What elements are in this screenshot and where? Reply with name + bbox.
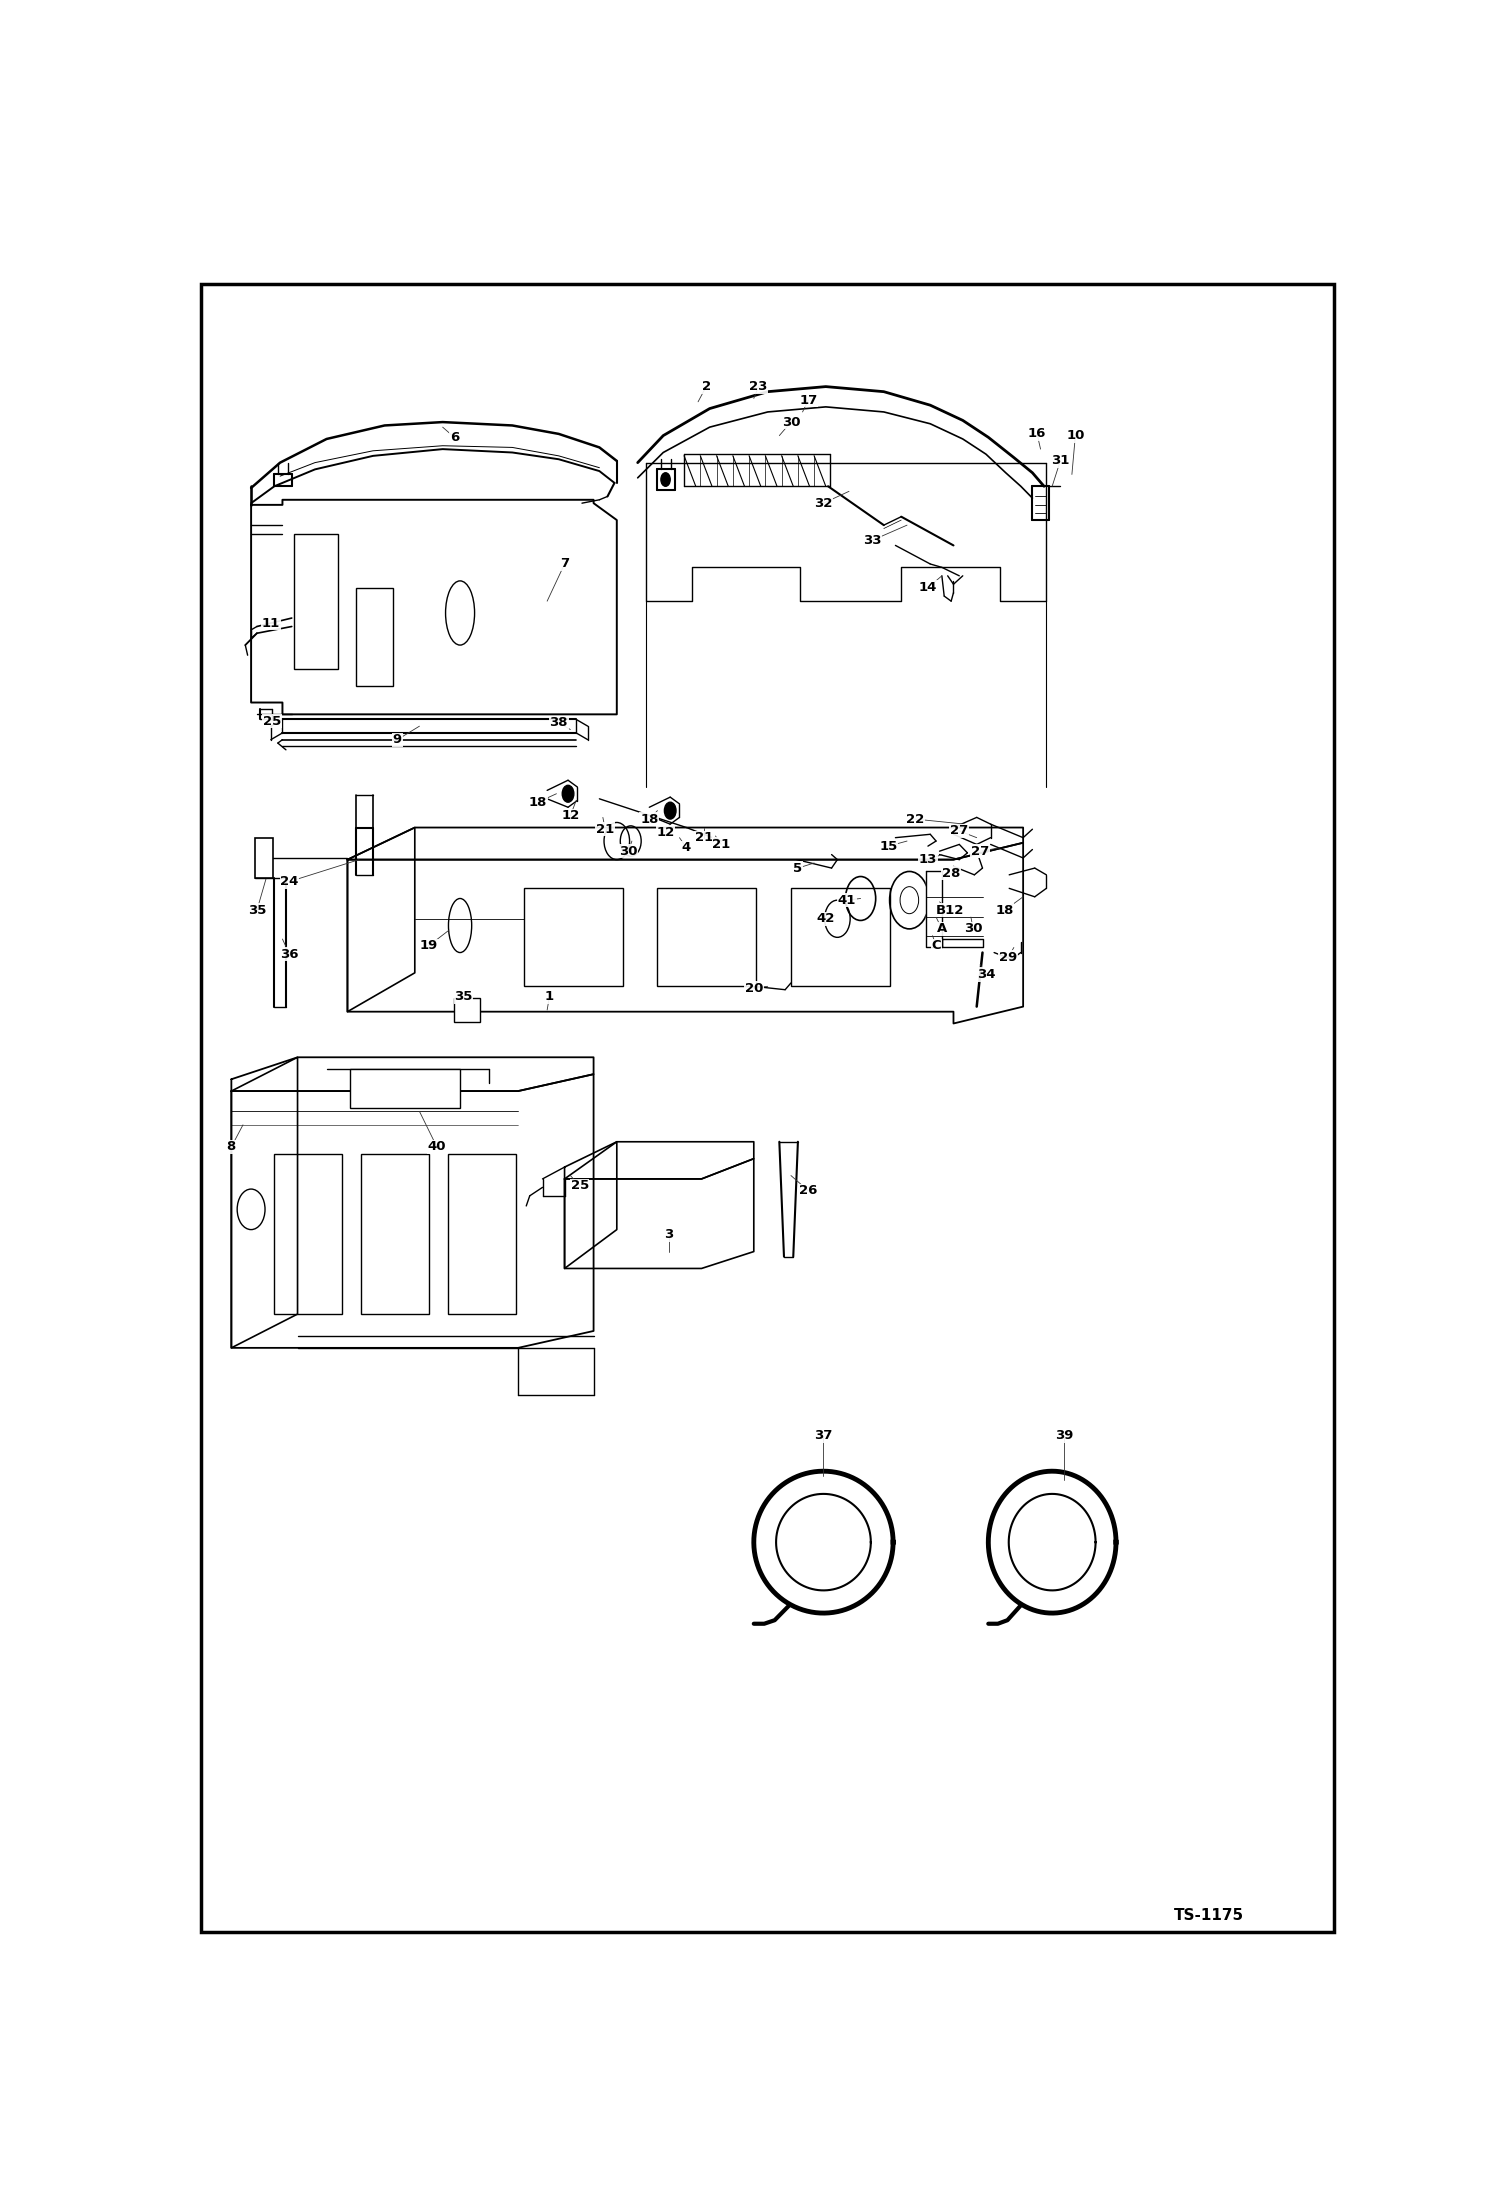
- Text: 30: 30: [782, 415, 800, 428]
- Circle shape: [661, 472, 670, 487]
- Text: 17: 17: [800, 393, 818, 406]
- Bar: [274, 1154, 342, 1314]
- Text: 15: 15: [879, 840, 897, 853]
- Bar: [454, 998, 479, 1022]
- Polygon shape: [348, 827, 415, 1011]
- Text: 28: 28: [942, 867, 960, 880]
- Text: 31: 31: [1052, 454, 1070, 467]
- Text: 8: 8: [226, 1141, 237, 1154]
- Text: 42: 42: [816, 913, 834, 926]
- Text: B12: B12: [936, 904, 965, 917]
- Text: 32: 32: [815, 496, 833, 509]
- Text: 30: 30: [619, 845, 638, 858]
- Text: 16: 16: [1028, 428, 1046, 441]
- Text: 37: 37: [815, 1428, 833, 1441]
- Text: 23: 23: [749, 380, 767, 393]
- Text: 27: 27: [950, 825, 968, 838]
- Text: 6: 6: [449, 430, 458, 443]
- Circle shape: [665, 803, 676, 818]
- Text: 39: 39: [1055, 1428, 1073, 1441]
- Text: 18: 18: [529, 796, 547, 810]
- Text: 21: 21: [695, 832, 713, 845]
- Text: 12: 12: [562, 810, 580, 823]
- Text: 25: 25: [262, 715, 282, 728]
- Polygon shape: [231, 1075, 593, 1347]
- Polygon shape: [565, 1141, 617, 1268]
- Text: 14: 14: [918, 581, 938, 595]
- Text: 20: 20: [745, 981, 762, 994]
- Text: TS-1175: TS-1175: [1174, 1909, 1243, 1922]
- Text: 26: 26: [798, 1185, 818, 1198]
- Text: 18: 18: [640, 812, 659, 825]
- Polygon shape: [348, 842, 1023, 1022]
- Text: 18: 18: [995, 904, 1014, 917]
- Text: 19: 19: [419, 939, 437, 952]
- Circle shape: [562, 785, 574, 803]
- Bar: [355, 588, 392, 685]
- Text: 21: 21: [596, 823, 614, 836]
- Text: 7: 7: [560, 557, 569, 570]
- Text: 41: 41: [837, 893, 855, 906]
- Polygon shape: [565, 1158, 753, 1268]
- Bar: [448, 1154, 515, 1314]
- Text: 30: 30: [965, 921, 983, 935]
- Text: 24: 24: [280, 875, 298, 889]
- Text: 12: 12: [656, 827, 674, 838]
- Text: 11: 11: [262, 617, 280, 630]
- Polygon shape: [926, 871, 983, 948]
- Text: 13: 13: [918, 853, 938, 867]
- Polygon shape: [565, 1141, 753, 1178]
- Text: 10: 10: [1067, 430, 1085, 443]
- Bar: [524, 889, 623, 987]
- Polygon shape: [252, 500, 617, 715]
- Bar: [658, 889, 756, 987]
- Bar: [791, 889, 890, 987]
- Text: A: A: [936, 921, 947, 935]
- Text: 5: 5: [794, 862, 803, 875]
- Text: 33: 33: [863, 533, 881, 546]
- Polygon shape: [348, 827, 1023, 860]
- Text: 1: 1: [545, 989, 554, 1003]
- Text: 2: 2: [701, 380, 710, 393]
- Text: 38: 38: [550, 715, 568, 728]
- Text: 35: 35: [247, 904, 267, 917]
- Text: C: C: [932, 939, 941, 952]
- Text: 21: 21: [712, 838, 731, 851]
- Polygon shape: [231, 1058, 298, 1347]
- Text: 34: 34: [977, 968, 995, 981]
- Bar: [351, 1068, 460, 1108]
- Text: 9: 9: [392, 733, 401, 746]
- Text: 40: 40: [427, 1141, 446, 1154]
- Text: 36: 36: [280, 948, 298, 961]
- Text: 27: 27: [971, 845, 989, 858]
- Text: 4: 4: [682, 840, 691, 853]
- Text: 3: 3: [665, 1229, 674, 1242]
- Text: 22: 22: [906, 812, 924, 825]
- Bar: [361, 1154, 428, 1314]
- Polygon shape: [231, 1058, 593, 1090]
- Text: 29: 29: [999, 952, 1017, 963]
- Text: 35: 35: [454, 989, 473, 1003]
- Text: 25: 25: [571, 1178, 589, 1191]
- Bar: [294, 533, 339, 669]
- Bar: [255, 838, 273, 878]
